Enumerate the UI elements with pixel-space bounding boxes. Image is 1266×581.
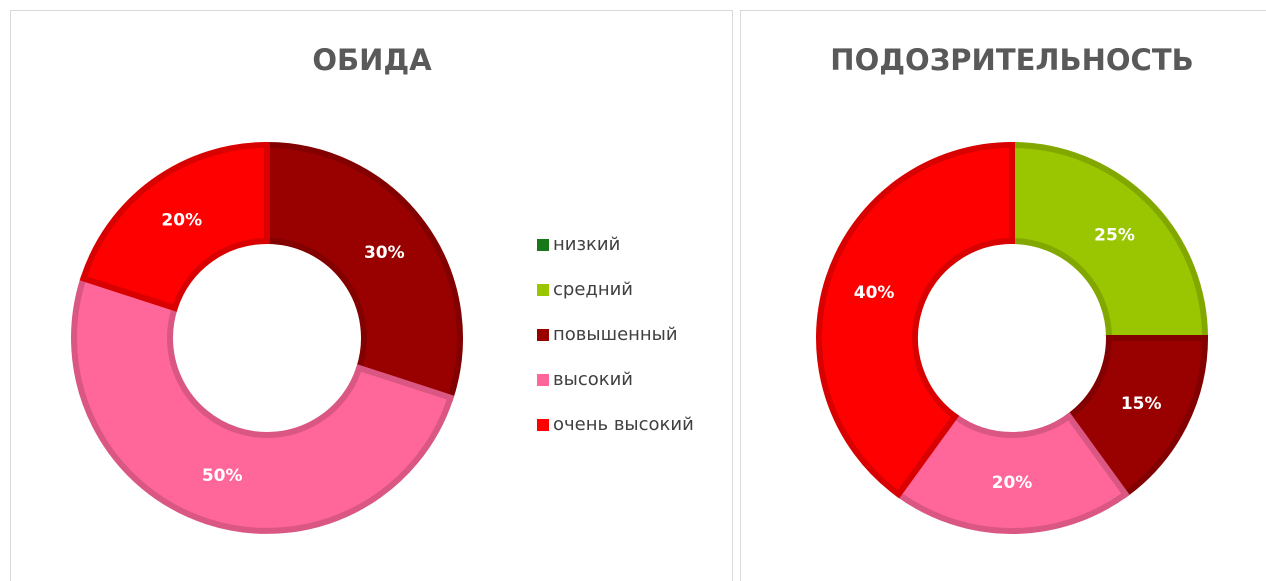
legend-label: повышенный — [553, 324, 678, 345]
legend-label: низкий — [553, 234, 620, 255]
data-label: 30% — [364, 243, 405, 263]
data-label: 20% — [992, 473, 1033, 493]
donut-slice — [79, 141, 270, 312]
chart-title: ПОДОЗРИТЕЛЬНОСТЬ — [830, 43, 1193, 77]
data-label: 50% — [202, 466, 243, 486]
donut-slice — [816, 141, 1015, 499]
data-label: 20% — [161, 211, 202, 231]
legend-label: средний — [553, 279, 633, 300]
legend-swatch — [537, 374, 549, 386]
donut-slice — [264, 141, 463, 402]
donut-slice — [1009, 141, 1209, 341]
donut-slice — [71, 274, 455, 534]
legend-swatch — [537, 239, 549, 251]
donut-slice — [894, 412, 1130, 534]
data-label: 15% — [1121, 394, 1162, 414]
legend-swatch — [537, 284, 549, 296]
chart-title: ОБИДА — [312, 43, 432, 77]
legend-swatch — [537, 419, 549, 431]
legend-swatch — [537, 329, 549, 341]
data-label: 40% — [854, 283, 895, 303]
data-label: 25% — [1094, 225, 1135, 245]
legend-label: высокий — [553, 369, 633, 390]
legend-label: очень высокий — [553, 414, 694, 435]
